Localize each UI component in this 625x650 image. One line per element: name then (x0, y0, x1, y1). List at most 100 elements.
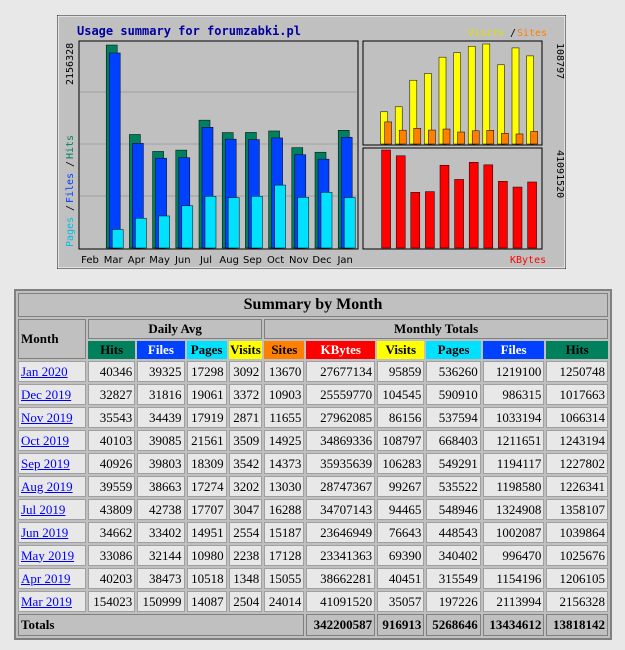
cell-d-hits: 33086 (88, 545, 136, 566)
month-header: Month (18, 319, 86, 359)
cell-sites: 14925 (264, 430, 305, 451)
cell-d-hits: 40926 (88, 453, 136, 474)
totals-visits: 916913 (377, 614, 425, 636)
cell-kbytes: 38662281 (306, 568, 376, 589)
table-row: Apr 2019 40203 38473 10518 1348 15055 38662281… (18, 568, 608, 589)
cell-pages: 197226 (426, 591, 481, 612)
cell-visits: 86156 (377, 407, 425, 428)
cell-d-pages: 17919 (186, 407, 227, 428)
cell-d-hits: 32827 (88, 384, 136, 405)
cell-visits: 108797 (377, 430, 425, 451)
month-link[interactable]: Apr 2019 (21, 570, 71, 586)
cell-d-hits: 35543 (88, 407, 136, 428)
col-pages: Pages (426, 341, 481, 359)
bar-pages (135, 218, 147, 249)
col-daily-visits: Visits (228, 341, 263, 359)
month-link[interactable]: Jan 2020 (21, 363, 68, 379)
cell-d-files: 38473 (137, 568, 185, 589)
x-tick-label: Dec (312, 255, 331, 266)
cell-sites: 13670 (264, 361, 305, 382)
cell-hits: 1227802 (546, 453, 608, 474)
cell-d-pages: 18309 (186, 453, 227, 474)
cell-sites: 10903 (264, 384, 305, 405)
table-row: May 2019 33086 32144 10980 2238 17128 23341363… (18, 545, 608, 566)
cell-d-files: 31816 (137, 384, 185, 405)
cell-pages: 548946 (426, 499, 481, 520)
bar-kbytes (527, 181, 537, 249)
cell-sites: 15187 (264, 522, 305, 543)
cell-d-visits: 1348 (228, 568, 263, 589)
bar-sites (413, 128, 422, 145)
col-hits: Hits (546, 341, 608, 359)
table-row: Aug 2019 39559 38663 17274 3202 13030 28747367… (18, 476, 608, 497)
cell-files: 1002087 (482, 522, 545, 543)
cell-d-visits: 3509 (228, 430, 263, 451)
legend-sites: Sites (517, 28, 547, 39)
cell-files: 1219100 (482, 361, 545, 382)
cell-kbytes: 23646949 (306, 522, 376, 543)
month-cell: Oct 2019 (18, 430, 86, 451)
month-link[interactable]: Jul 2019 (21, 501, 66, 517)
cell-visits: 95859 (377, 361, 425, 382)
month-link[interactable]: Oct 2019 (21, 432, 70, 448)
month-cell: Aug 2019 (18, 476, 86, 497)
month-link[interactable]: Mar 2019 (21, 593, 72, 609)
cell-d-pages: 21561 (186, 430, 227, 451)
cell-d-files: 39803 (137, 453, 185, 474)
cell-sites: 17128 (264, 545, 305, 566)
bar-sites (515, 133, 524, 145)
cell-d-hits: 40103 (88, 430, 136, 451)
cell-d-visits: 2238 (228, 545, 263, 566)
cell-pages: 537594 (426, 407, 481, 428)
cell-d-visits: 2504 (228, 591, 263, 612)
cell-d-files: 42738 (137, 499, 185, 520)
month-cell: Jul 2019 (18, 499, 86, 520)
cell-visits: 99267 (377, 476, 425, 497)
cell-pages: 536260 (426, 361, 481, 382)
totals-pages: 5268646 (426, 614, 481, 636)
month-cell: Jan 2020 (18, 361, 86, 382)
bar-visits (409, 79, 418, 145)
cell-d-files: 39325 (137, 361, 185, 382)
bar-sites (471, 130, 480, 145)
bars-kbytes (381, 149, 537, 249)
bar-sites (530, 131, 538, 145)
bar-kbytes (454, 179, 464, 249)
right-bottom-ymax-label: 41091520 (554, 150, 565, 198)
bar-pages (251, 196, 263, 249)
cell-kbytes: 27677134 (306, 361, 376, 382)
month-cell: Mar 2019 (18, 591, 86, 612)
month-link[interactable]: May 2019 (21, 547, 75, 563)
bar-sites (428, 129, 436, 145)
cell-pages: 535522 (426, 476, 481, 497)
cell-d-hits: 40346 (88, 361, 136, 382)
month-link[interactable]: Sep 2019 (21, 455, 70, 471)
cell-files: 2113994 (482, 591, 545, 612)
cell-hits: 1250748 (546, 361, 608, 382)
x-tick-label: Jan (336, 255, 352, 266)
cell-d-visits: 2554 (228, 522, 263, 543)
main-plot-area (78, 40, 359, 250)
month-link[interactable]: Jun 2019 (21, 524, 69, 540)
legend-hits: Hits (65, 135, 76, 159)
cell-files: 986315 (482, 384, 545, 405)
x-tick-label: May (149, 255, 170, 266)
monthly-totals-header: Monthly Totals (264, 319, 608, 339)
cell-files: 1324908 (482, 499, 545, 520)
month-cell: Sep 2019 (18, 453, 86, 474)
month-link[interactable]: Aug 2019 (21, 478, 73, 494)
table-row: Nov 2019 35543 34439 17919 2871 11655 27962085… (18, 407, 608, 428)
col-kbytes: KBytes (306, 341, 376, 359)
col-files: Files (482, 341, 545, 359)
cell-visits: 69390 (377, 545, 425, 566)
month-link[interactable]: Nov 2019 (21, 409, 73, 425)
cell-hits: 1226341 (546, 476, 608, 497)
bar-kbytes (381, 149, 391, 249)
table-row: Sep 2019 40926 39803 18309 3542 14373 35935639… (18, 453, 608, 474)
x-tick-label: Jun (174, 255, 191, 266)
month-link[interactable]: Dec 2019 (21, 386, 72, 402)
right-top-ymax-label: 108797 (554, 43, 565, 79)
cell-d-files: 38663 (137, 476, 185, 497)
bar-kbytes (439, 164, 450, 249)
bars-left (105, 44, 356, 249)
